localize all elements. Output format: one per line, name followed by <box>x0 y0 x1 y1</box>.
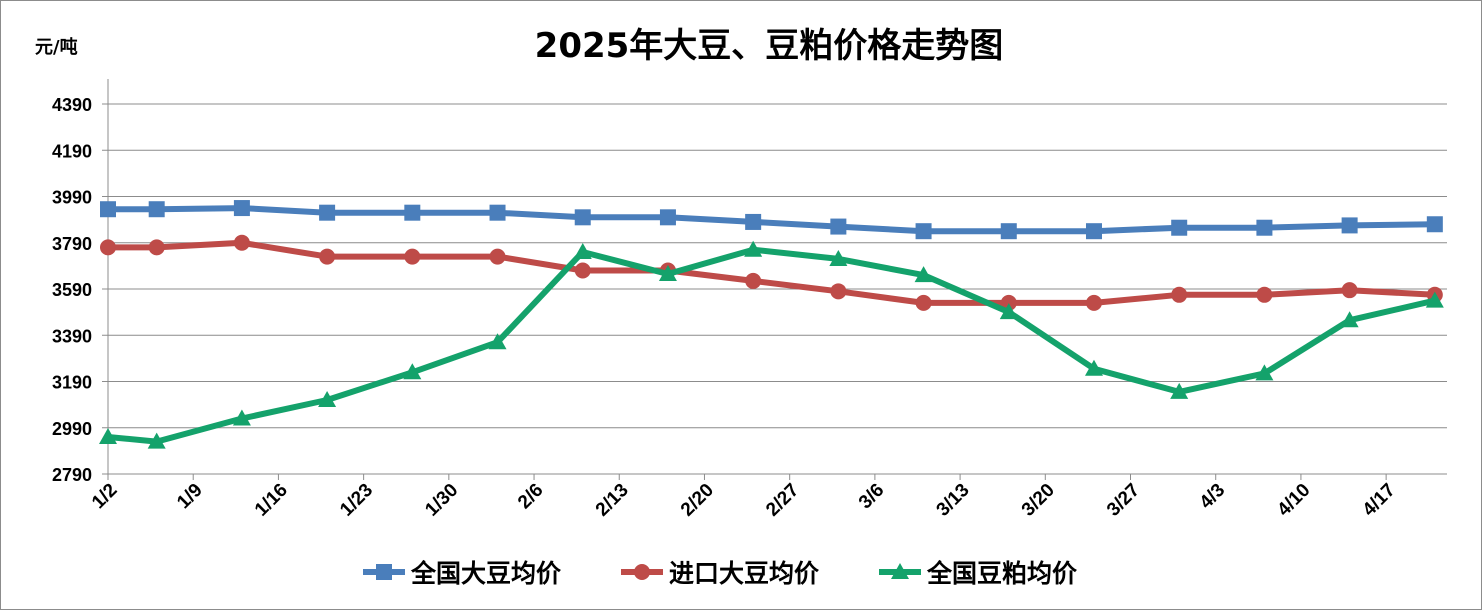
data-point <box>914 266 933 283</box>
y-tick-label: 4190 <box>52 141 92 161</box>
gridlines <box>108 103 1447 429</box>
series-3 <box>99 240 1444 449</box>
data-point <box>1255 364 1274 381</box>
legend-label: 全国豆粕均价 <box>926 559 1078 588</box>
y-tick-label: 4390 <box>52 95 92 115</box>
data-point <box>830 283 847 300</box>
data-point <box>232 409 251 426</box>
legend-item: 进口大豆均价 <box>621 559 820 588</box>
x-tick-label: 2/27 <box>762 480 803 521</box>
data-point <box>318 391 337 407</box>
data-point <box>1085 223 1102 240</box>
y-tick-label: 3590 <box>52 280 92 300</box>
y-tick-label: 3790 <box>52 234 92 254</box>
legend-item: 全国大豆均价 <box>363 559 562 588</box>
x-tick-label: 1/2 <box>88 480 122 514</box>
data-point <box>830 218 847 235</box>
data-point <box>574 209 591 226</box>
x-tick-label: 1/16 <box>251 480 292 521</box>
data-point <box>999 303 1018 320</box>
data-point <box>1000 223 1017 240</box>
series-group <box>99 200 1444 449</box>
data-point <box>148 201 165 218</box>
data-point <box>489 248 506 265</box>
data-point <box>403 363 422 380</box>
data-point <box>1085 294 1102 311</box>
y-axis-unit-label: 元/吨 <box>35 36 78 58</box>
data-point <box>147 432 166 449</box>
data-point <box>659 209 676 226</box>
data-point <box>99 428 117 444</box>
data-point <box>1425 291 1444 308</box>
y-tick-label: 2990 <box>52 419 92 439</box>
legend-item: 全国豆粕均价 <box>879 559 1078 588</box>
data-point <box>915 294 932 311</box>
data-point <box>745 272 762 289</box>
data-point <box>100 201 116 218</box>
x-tick-label: 3/6 <box>855 480 889 514</box>
data-point <box>148 239 165 256</box>
legend-marker <box>634 564 650 580</box>
data-point <box>233 234 250 251</box>
data-point <box>829 249 848 266</box>
data-point <box>319 248 336 265</box>
data-point <box>1000 294 1017 311</box>
data-point <box>1426 216 1443 233</box>
series-2 <box>100 234 1443 311</box>
x-tick-label: 2/20 <box>677 480 718 521</box>
data-point <box>1171 286 1188 303</box>
series-line <box>105 205 1438 235</box>
x-tick-label: 3/27 <box>1103 480 1144 521</box>
data-point <box>658 264 677 281</box>
data-point <box>574 262 591 279</box>
legend-label: 全国大豆均价 <box>410 559 562 588</box>
data-point <box>1341 217 1358 234</box>
series-1 <box>100 200 1443 240</box>
x-tick-label: 3/20 <box>1018 480 1059 521</box>
data-point <box>573 243 592 259</box>
data-point <box>404 204 421 221</box>
x-tick-label: 2/6 <box>514 480 548 514</box>
x-tick-label: 2/13 <box>592 480 633 521</box>
data-point <box>1340 311 1359 328</box>
data-point <box>489 204 506 221</box>
legend-label: 进口大豆均价 <box>669 559 820 588</box>
axes: 2790 2990 3190 3390 3590 3790 3990 4190 4390 1/2 1… <box>52 79 1447 521</box>
x-tick-label: 4/3 <box>1196 480 1230 514</box>
x-tick-label: 1/9 <box>173 480 207 514</box>
y-tick-label: 3990 <box>52 188 92 208</box>
series-line <box>105 246 1438 445</box>
legend: 全国大豆均价 进口大豆均价 全国豆粕均价 <box>363 559 1078 588</box>
data-point <box>100 239 116 256</box>
data-point <box>233 200 250 217</box>
data-point <box>745 213 762 230</box>
y-tick-label: 3390 <box>52 326 92 346</box>
y-tick-label: 2790 <box>52 465 92 485</box>
legend-marker <box>891 563 909 579</box>
x-tick-label: 1/23 <box>336 480 377 521</box>
data-point <box>1341 282 1358 299</box>
data-point <box>488 333 507 350</box>
data-point <box>1084 359 1103 376</box>
x-tick-label: 4/17 <box>1359 480 1400 521</box>
y-tick-label: 3190 <box>52 373 92 393</box>
chart-title: 2025年大豆、豆粕价格走势图 <box>535 26 1004 66</box>
data-point <box>1256 219 1273 236</box>
x-tick-label: 4/10 <box>1273 480 1314 521</box>
data-point <box>319 204 336 221</box>
data-point <box>1171 219 1188 236</box>
data-point <box>744 240 763 257</box>
x-tick-label: 1/30 <box>421 480 462 521</box>
data-point <box>1170 382 1189 399</box>
data-point <box>404 248 421 265</box>
legend-marker <box>376 564 392 580</box>
x-tick-label: 3/13 <box>933 480 974 521</box>
data-point <box>1256 286 1273 303</box>
data-point <box>915 223 932 240</box>
